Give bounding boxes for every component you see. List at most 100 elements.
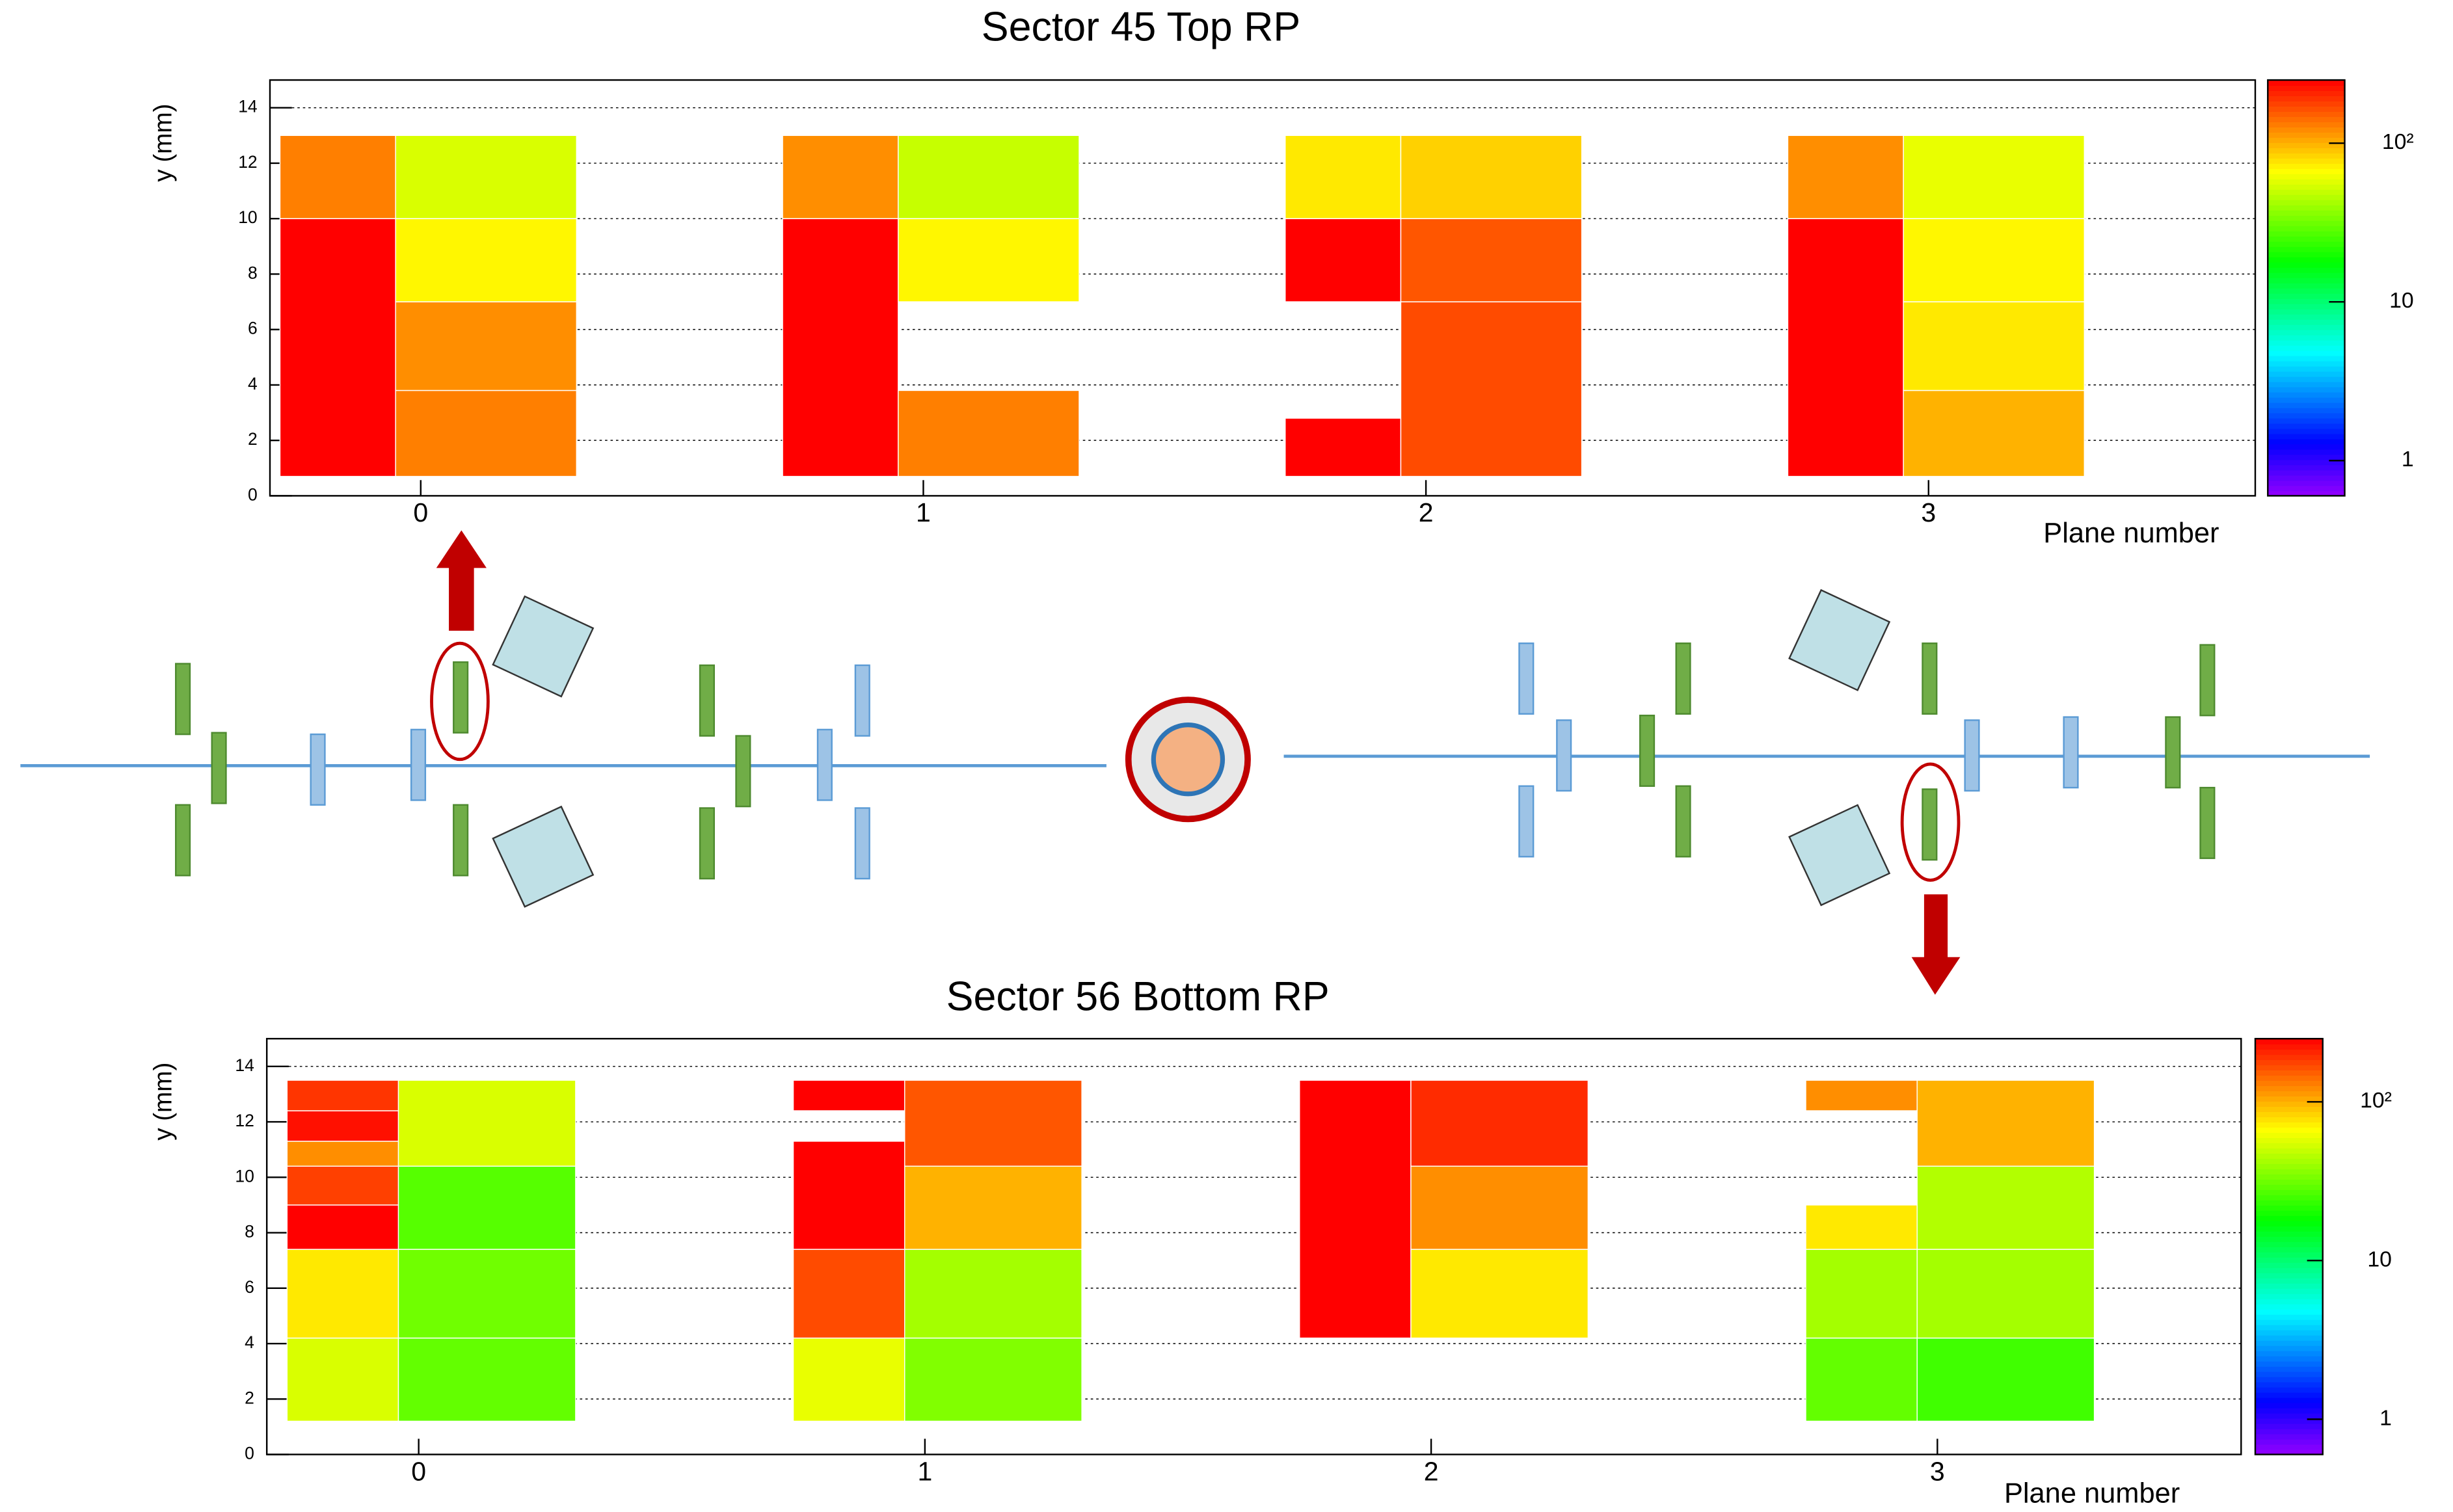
colorbar-strip [2268,355,2345,362]
heat-cell [904,1080,1082,1167]
heat-cell [397,1165,576,1250]
colorbar-strip [2268,303,2345,310]
y-tick-label: 12 [238,152,258,172]
colorbar-strip [2255,1044,2323,1050]
highlight [430,641,490,762]
colorbar-strip [2268,386,2345,393]
colorbar-tick-label: 10 [2389,288,2414,313]
heat-cell [279,135,396,219]
colorbar-strip [2268,433,2345,440]
colorbar-tick-label: 10² [2360,1088,2392,1113]
colorbar-strip [2268,168,2345,174]
colorbar-strip [2255,1117,2323,1123]
colorbar-strip [2255,1189,2323,1195]
colorbar-strip [2268,449,2345,455]
colorbar-strip [2268,246,2345,252]
colorbar-strip [2255,1293,2323,1299]
heat-cell [279,218,396,477]
colorbar-strip [2255,1039,2323,1045]
colorbar-strip [2268,345,2345,351]
colorbar-strip [2255,1267,2323,1273]
colorbar-strip [2255,1272,2323,1279]
colorbar-strip [2268,178,2345,185]
colorbar-frame [2254,1037,2324,1455]
heat-cell [904,1337,1082,1422]
heat-cell [397,1080,576,1167]
colorbar-strip [2268,277,2345,284]
chart-title: Sector 45 Top RP [982,4,1300,49]
colorbar-strip [2268,189,2345,195]
detector-icons [492,589,1891,908]
colorbar-strip [2268,485,2345,492]
colorbar-strip [2268,282,2345,289]
colorbar-strip [2255,1376,2323,1383]
colorbar-strip [2268,339,2345,346]
heat-cell [1903,135,2085,219]
colorbar-strip [2255,1413,2323,1419]
heat-cell [904,1165,1082,1250]
colorbar-strip [2255,1059,2323,1066]
colorbar-strip [2268,90,2345,96]
colorbar-strip [2255,1163,2323,1169]
heat-cell [1285,218,1402,302]
x-tick-label: 2 [1419,497,1434,527]
colorbar-strip [2255,1449,2323,1455]
heat-cell [1805,1080,1918,1111]
colorbar-strip [2255,1070,2323,1076]
heat-cell [397,1249,576,1339]
arrow-up [436,530,487,631]
colorbar-strip [2255,1199,2323,1206]
colorbar-strip [2268,470,2345,476]
colorbar-strip [2255,1204,2323,1211]
colorbar-tick-label: 10 [2367,1247,2392,1271]
colorbar-strip [2255,1251,2323,1258]
colorbar-strip [2255,1418,2323,1424]
x-axis-label: Plane number [2004,1478,2180,1509]
colorbar-strip [2255,1329,2323,1336]
colorbar-frame [2267,79,2346,497]
colorbar-tick-label: 1 [2379,1405,2392,1430]
colorbar-strip [2255,1366,2323,1372]
heat-cell [792,1141,905,1250]
colorbar-strip [2255,1277,2323,1284]
colorbar-strip [2268,334,2345,341]
heat-cell [898,390,1080,477]
colorbar-strip [2255,1080,2323,1087]
colorbar-strip [2255,1158,2323,1164]
colorbar-strip [2255,1397,2323,1403]
colorbar-strip [2268,173,2345,179]
colorbar-strip [2268,152,2345,159]
y-tick-label: 14 [235,1055,254,1075]
y-tick-label: 4 [245,1333,254,1352]
colorbar-strip [2268,428,2345,434]
colorbar-strip [2255,1173,2323,1180]
colorbar-strip [2255,1096,2323,1102]
colorbar-strip [2268,402,2345,408]
colorbar-strip [2268,412,2345,419]
colorbar-strip [2255,1308,2323,1315]
colorbar-strip [2255,1407,2323,1414]
heat-cell [782,218,899,477]
colorbar-strip [2268,423,2345,429]
heat-cell [1400,218,1583,302]
colorbar-strip [2268,230,2345,237]
colorbar-strip [2255,1439,2323,1445]
colorbar-strip [2268,116,2345,122]
colorbar-strip [2268,376,2345,382]
y-tick-label: 10 [235,1166,254,1186]
y-axis-label: y (mm) [150,1063,178,1141]
colorbar-strip [2255,1256,2323,1263]
colorbar-strip [2268,267,2345,273]
colorbar-strip [2268,298,2345,304]
x-tick-label: 3 [1930,1456,1945,1486]
colorbar-strip [2268,142,2345,148]
heat-cell [1903,390,2085,477]
colorbar-strip [2255,1194,2323,1200]
heat-cell [286,1249,399,1339]
y-tick-label: 2 [248,429,258,449]
colorbar-strip [2268,313,2345,320]
colorbar-strip [2268,459,2345,466]
colorbar-strip [2255,1319,2323,1325]
colorbar-strip [2255,1392,2323,1398]
